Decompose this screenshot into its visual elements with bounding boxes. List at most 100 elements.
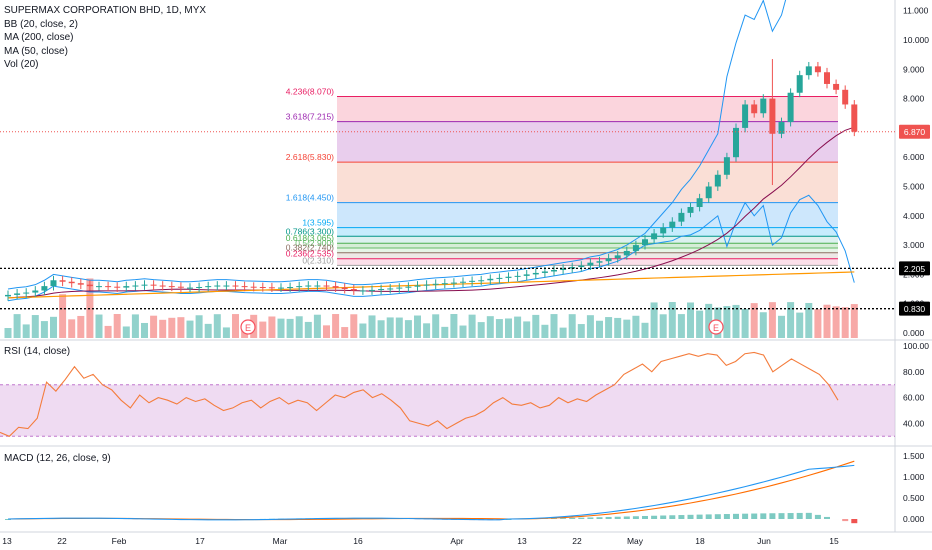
bb-lower-line xyxy=(7,194,855,302)
volume-bar xyxy=(22,324,30,338)
volume-bar xyxy=(40,321,48,338)
volume-bar xyxy=(787,302,795,338)
horizontal-levels[interactable] xyxy=(0,131,895,310)
candle-body xyxy=(250,286,257,288)
price-axis-label: 11.000 xyxy=(903,6,929,16)
volume-bars xyxy=(4,278,858,338)
candle-body xyxy=(150,284,157,286)
date-axis-label: 13 xyxy=(517,536,527,546)
fib-zone xyxy=(337,243,838,249)
date-axis-label: 17 xyxy=(195,536,205,546)
volume-bar xyxy=(177,317,185,338)
volume-bar xyxy=(450,314,458,338)
volume-bar xyxy=(441,326,449,338)
candle-body xyxy=(23,292,30,294)
candle-body xyxy=(532,272,539,275)
fib-level-label: 0(2.310) xyxy=(302,255,334,265)
macd-histogram-bar xyxy=(796,512,803,519)
fibonacci-extension[interactable]: 4.236(8.070) 3.618(7.215) 2.618(5.830) 1.61… xyxy=(286,87,838,266)
fib-level-label: 0.618(3.065) xyxy=(286,233,334,243)
candle-body xyxy=(332,286,339,288)
macd-histogram-bar xyxy=(5,519,11,520)
fib-level-label: 3.618(7.215) xyxy=(286,112,334,122)
rsi-axis-label: 40.00 xyxy=(903,418,925,428)
volume-bar xyxy=(550,314,558,338)
candle-body xyxy=(796,75,803,93)
date-axis-label: 16 xyxy=(353,536,363,546)
level-tag-b-bg xyxy=(899,301,930,316)
volume-bar xyxy=(168,317,176,338)
candle-body xyxy=(423,284,430,286)
volume-bar xyxy=(723,306,731,338)
volume-bar xyxy=(77,315,85,338)
volume-bar xyxy=(832,306,840,338)
candle-body xyxy=(14,293,21,295)
volume-bar xyxy=(259,321,267,338)
fib-level-label: 1.618(4.450) xyxy=(286,193,334,203)
fib-level-label: 1(3.595) xyxy=(302,218,334,228)
candle-body xyxy=(605,258,612,262)
rsi-axis-label: 80.00 xyxy=(903,367,925,377)
candle-body xyxy=(514,275,521,277)
date-axis-label: Feb xyxy=(112,536,127,546)
candle-body xyxy=(614,255,621,259)
macd-histogram-bar xyxy=(769,513,776,519)
ma200-legend[interactable]: MA (200, close) xyxy=(4,32,74,43)
fib-level-label: 0.236(2.535) xyxy=(286,249,334,259)
volume-bar xyxy=(568,314,576,338)
volume-bar xyxy=(541,324,549,338)
macd-histogram-bar xyxy=(824,516,830,519)
candle-body xyxy=(551,270,557,272)
macd-histogram-bar xyxy=(614,516,621,519)
volume-bar xyxy=(486,316,494,338)
volume-bar xyxy=(759,312,767,338)
volume-bar xyxy=(286,318,294,338)
date-axis-label: 13 xyxy=(2,536,12,546)
candle-body xyxy=(505,276,512,278)
macd-histogram-bar xyxy=(842,519,849,522)
price-axis[interactable]: 11.00010.0009.0008.0007.0006.0005.0004.0… xyxy=(899,6,930,524)
vol-legend[interactable]: Vol (20) xyxy=(4,59,39,70)
fib-zone xyxy=(337,248,838,253)
candle-body xyxy=(478,280,485,282)
rsi-legend[interactable]: RSI (14, close) xyxy=(4,346,71,357)
volume-bar xyxy=(304,321,312,338)
candle-body xyxy=(168,286,175,288)
fib-level-label: 0.5(2.900) xyxy=(295,238,334,248)
macd-histogram-bar xyxy=(678,515,685,519)
ma50-legend[interactable]: MA (50, close) xyxy=(4,45,68,57)
candle-body xyxy=(59,280,66,282)
macd-histogram-bar xyxy=(751,513,758,519)
candle-body xyxy=(541,271,548,273)
volume-bar xyxy=(768,302,776,338)
volume-bar xyxy=(823,304,831,338)
volume-bar xyxy=(222,327,230,338)
volume-bar xyxy=(477,322,485,338)
candle-body xyxy=(223,285,230,287)
macd-histogram-bar xyxy=(642,515,648,519)
date-axis-label: May xyxy=(627,536,644,546)
volume-bar xyxy=(432,314,440,338)
price-axis-label: 5.000 xyxy=(903,182,925,192)
volume-bar xyxy=(468,314,476,338)
date-axis[interactable]: 13 22 Feb 17 Mar 16 Apr 13 22 May 18 Jun 15 xyxy=(2,536,839,546)
macd-histogram-bar xyxy=(632,516,639,519)
candle-body xyxy=(714,174,721,187)
macd-histogram-bar xyxy=(623,516,630,519)
candle-body xyxy=(787,92,794,123)
symbol-title[interactable]: SUPERMAX CORPORATION BHD, 1D, MYX xyxy=(4,5,207,16)
candle-body xyxy=(778,122,785,134)
macd-legend[interactable]: MACD (12, 26, close, 9) xyxy=(4,453,111,464)
bb-legend[interactable]: BB (20, close, 2) xyxy=(4,18,78,30)
moving-averages xyxy=(7,126,855,299)
earnings-marker-circle xyxy=(708,319,724,335)
volume-bar xyxy=(313,314,321,338)
volume-bar xyxy=(614,317,622,338)
volume-bar xyxy=(641,322,649,338)
volume-bar xyxy=(31,315,39,338)
volume-bar xyxy=(741,308,749,338)
candle-body xyxy=(41,286,48,291)
candle-body xyxy=(341,287,348,290)
